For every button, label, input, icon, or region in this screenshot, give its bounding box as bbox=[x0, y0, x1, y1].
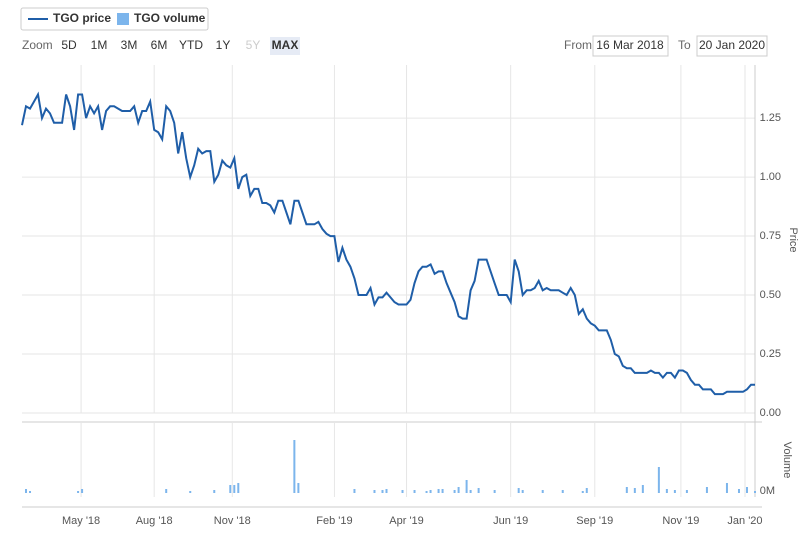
legend-square-icon bbox=[117, 13, 129, 25]
volume-bar bbox=[429, 490, 432, 493]
x-tick-label: Nov '19 bbox=[662, 515, 699, 527]
y-tick-label: 0.75 bbox=[760, 230, 781, 242]
y2-tick-label: 0M bbox=[760, 485, 775, 497]
legend-entry[interactable]: TGO volume bbox=[134, 11, 206, 25]
zoom-button[interactable]: 3M bbox=[121, 38, 138, 52]
volume-bar bbox=[237, 483, 240, 493]
from-input[interactable] bbox=[592, 35, 669, 57]
to-label: To bbox=[678, 38, 691, 52]
volume-bar bbox=[705, 487, 708, 493]
y-tick-label: 0.25 bbox=[760, 348, 781, 360]
volume-bar bbox=[625, 487, 628, 493]
volume-bar bbox=[385, 489, 388, 493]
volume-bar bbox=[754, 491, 756, 493]
zoom-button[interactable]: 1Y bbox=[216, 38, 231, 52]
x-tick-label: Jan '20 bbox=[727, 515, 762, 527]
volume-bar bbox=[353, 489, 356, 493]
volume-bar bbox=[465, 480, 468, 493]
volume-bar bbox=[737, 489, 740, 493]
y-tick-label: 1.25 bbox=[760, 112, 781, 124]
volume-bar bbox=[437, 489, 440, 493]
volume-bar bbox=[229, 485, 232, 493]
to-value[interactable]: 20 Jan 2020 bbox=[699, 38, 765, 52]
volume-bar bbox=[29, 491, 32, 493]
zoom-button[interactable]: 6M bbox=[151, 38, 168, 52]
volume-bar bbox=[165, 489, 168, 493]
y-tick-label: 1.00 bbox=[760, 171, 781, 183]
volume-bar bbox=[521, 490, 524, 493]
zoom-button[interactable]: 5Y bbox=[246, 38, 261, 52]
volume-bar bbox=[25, 489, 28, 493]
zoom-button[interactable]: YTD bbox=[179, 38, 203, 52]
volume-bar bbox=[581, 491, 584, 493]
volume-bar bbox=[425, 491, 428, 493]
volume-bar bbox=[477, 488, 480, 493]
volume-bar bbox=[457, 487, 460, 493]
volume-bar bbox=[77, 491, 80, 493]
volume-bar bbox=[585, 488, 588, 493]
volume-bar bbox=[213, 490, 216, 493]
volume-bar bbox=[725, 483, 728, 493]
y-tick-label: 0.50 bbox=[760, 289, 781, 301]
price-line bbox=[21, 91, 755, 396]
to-input[interactable] bbox=[696, 35, 768, 57]
x-tick-label: Apr '19 bbox=[389, 515, 424, 527]
x-tick-label: Feb '19 bbox=[316, 515, 352, 527]
volume-bar bbox=[453, 490, 456, 493]
volume-bar bbox=[401, 490, 404, 493]
x-tick-label: May '18 bbox=[62, 515, 100, 527]
volume-bar bbox=[297, 483, 300, 493]
volume-bar bbox=[541, 490, 544, 493]
volume-bar bbox=[293, 440, 296, 493]
zoom-button[interactable]: 5D bbox=[61, 38, 77, 52]
volume-bar bbox=[657, 467, 660, 493]
legend-box bbox=[20, 7, 209, 31]
volume-bar bbox=[233, 485, 236, 493]
from-value[interactable]: 16 Mar 2018 bbox=[596, 38, 664, 52]
volume-bar bbox=[561, 490, 564, 493]
volume-bar bbox=[685, 490, 688, 493]
volume-bar bbox=[413, 490, 416, 493]
volume-bar bbox=[633, 488, 636, 493]
x-tick-label: Nov '18 bbox=[214, 515, 251, 527]
volume-bar bbox=[673, 490, 676, 493]
volume-bar bbox=[517, 488, 520, 493]
volume-bar bbox=[745, 487, 748, 493]
zoom-button[interactable]: MAX bbox=[272, 38, 299, 52]
volume-bar bbox=[373, 490, 376, 493]
volume-bar bbox=[189, 491, 192, 493]
legend-entry[interactable]: TGO price bbox=[53, 11, 111, 25]
volume-bar bbox=[381, 490, 384, 493]
volume-bar bbox=[81, 489, 84, 493]
zoom-button[interactable]: 1M bbox=[91, 38, 108, 52]
y-axis-title: Price bbox=[787, 227, 799, 252]
volume-bar bbox=[493, 490, 496, 493]
y2-axis-title: Volume bbox=[781, 442, 793, 479]
x-tick-label: Aug '18 bbox=[136, 515, 173, 527]
volume-bar bbox=[641, 485, 644, 493]
y-tick-label: 0.00 bbox=[760, 407, 781, 419]
x-tick-label: Jun '19 bbox=[493, 515, 528, 527]
x-tick-label: Sep '19 bbox=[576, 515, 613, 527]
volume-bar bbox=[441, 489, 444, 493]
volume-bar bbox=[665, 489, 668, 493]
from-label: From bbox=[564, 38, 592, 52]
volume-bar bbox=[469, 490, 472, 493]
zoom-button-active[interactable] bbox=[270, 37, 300, 55]
zoom-label: Zoom bbox=[22, 38, 53, 52]
